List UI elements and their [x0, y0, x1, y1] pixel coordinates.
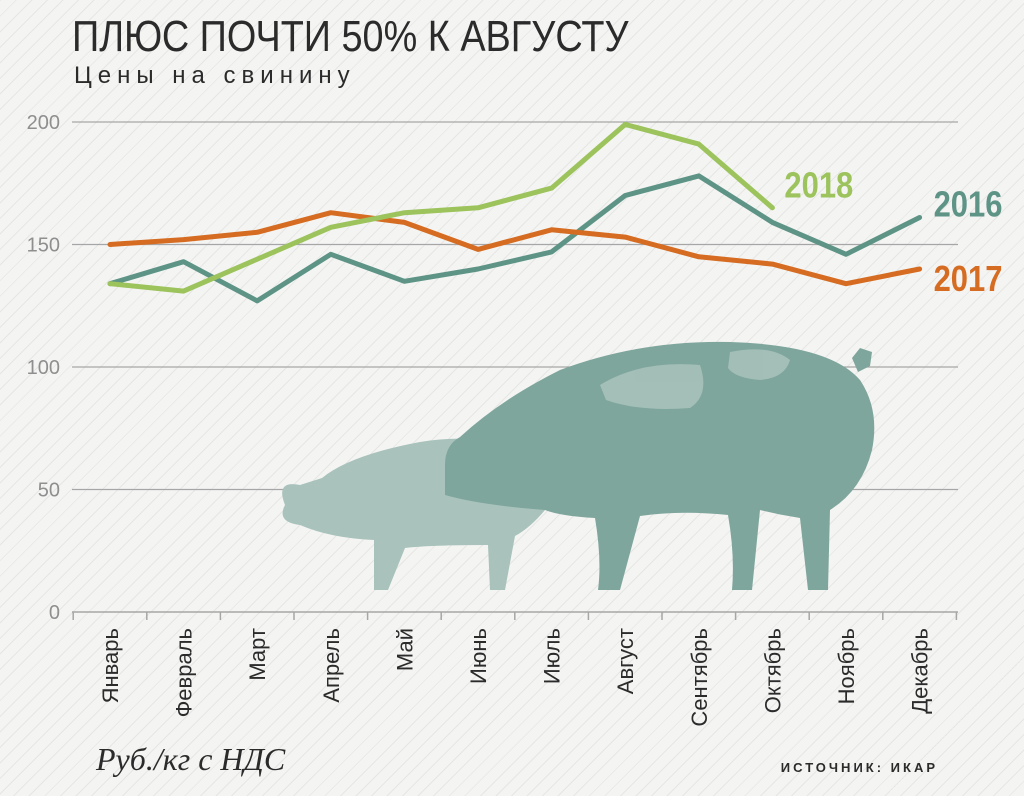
x-tick-label: Декабрь [908, 628, 933, 714]
x-tick-label: Июнь [466, 628, 491, 684]
x-tick-label: Сентябрь [687, 628, 712, 727]
source-label: ИСТОЧНИК: ИКАР [780, 760, 938, 775]
y-axis-ticks: 0 50 100 150 200 [27, 112, 60, 624]
x-tick-label: Январь [98, 628, 123, 703]
x-tick-label: Ноябрь [834, 628, 859, 704]
y-tick-label-0: 0 [49, 602, 60, 624]
y-tick-label-100: 100 [27, 357, 60, 379]
x-axis-ticks: Январь Февраль Март Апрель Май Июнь Июль Август… [98, 628, 933, 727]
x-tick-label: Апрель [319, 628, 344, 703]
series-line-2016 [107, 173, 923, 304]
x-tick-label: Август [613, 628, 638, 694]
series-line-2017 [107, 210, 923, 287]
pigs-illustration [282, 341, 875, 590]
series-label-2017: 2017 [934, 260, 1003, 300]
x-tick-label: Февраль [172, 628, 197, 717]
x-tick-label: Март [245, 628, 270, 681]
x-tick-label: Июль [540, 628, 565, 684]
x-tick-label: Май [392, 628, 417, 671]
series-lines [107, 121, 923, 304]
series-label-2018: 2018 [784, 167, 853, 207]
series-labels: 2016 2017 2018 [784, 167, 1002, 300]
y-tick-label-50: 50 [38, 480, 60, 502]
y-tick-label-150: 150 [27, 235, 60, 257]
chart-subtitle: Цены на свинину [74, 62, 356, 89]
x-tick-label: Октябрь [760, 628, 785, 713]
x-axis-baseline [72, 611, 958, 620]
units-label: Руб./кг с НДС [96, 741, 286, 777]
series-label-2016: 2016 [934, 185, 1003, 225]
y-tick-label-200: 200 [27, 112, 60, 134]
series-line-2018 [107, 121, 775, 294]
chart-title: ПЛЮС ПОЧТИ 50% К АВГУСТУ [72, 12, 629, 61]
